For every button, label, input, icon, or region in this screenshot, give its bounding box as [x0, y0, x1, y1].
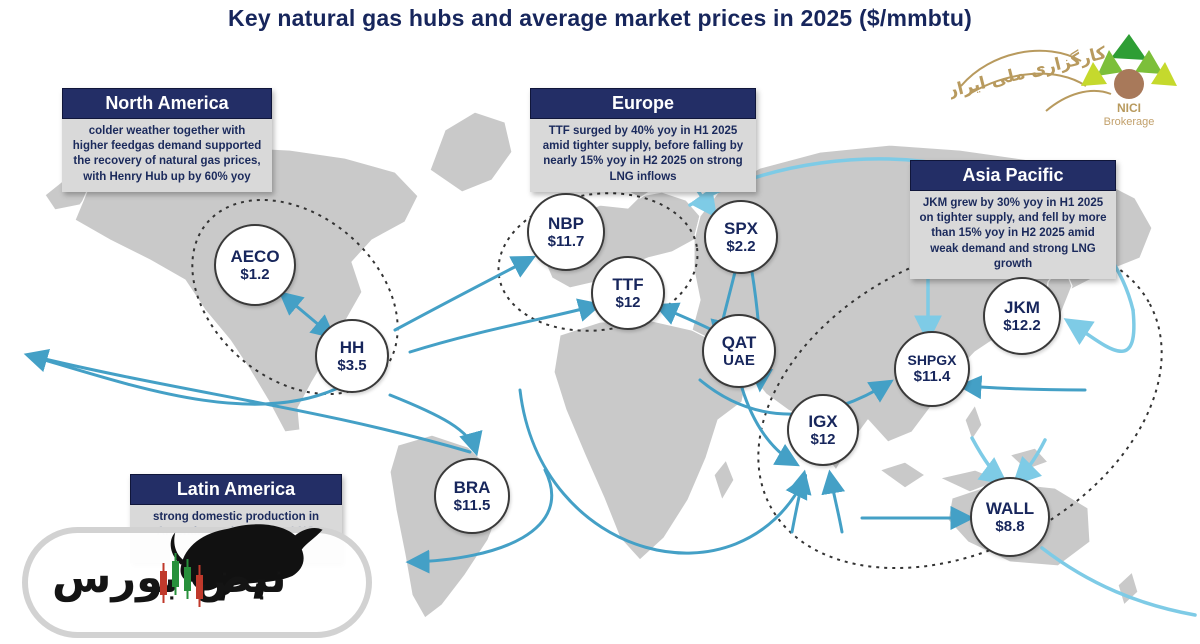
hub-name: HH [339, 337, 365, 357]
region-body: TTF surged by 40% yoy in H1 2025 amid ti… [530, 119, 756, 192]
nici-name: NICI [1117, 101, 1141, 115]
hub-name: AECO [230, 246, 280, 266]
continent-madagascar [713, 459, 735, 501]
hub-price: $2.2 [726, 238, 756, 256]
flow-bra-south-loop [405, 468, 554, 574]
region-body: colder weather together with higher feed… [62, 119, 272, 192]
hub-price: $12 [615, 294, 641, 312]
watermark-logo: نبض بورس [22, 524, 372, 638]
flow-into-shpgx-left [957, 375, 1087, 400]
hub-price: $3.5 [337, 357, 367, 375]
flow-atlantic-to-ttf [408, 298, 603, 354]
hub-name: TTF [612, 274, 644, 294]
region-title: North America [62, 88, 272, 119]
dashed-ellipse-asia [757, 240, 1163, 570]
nici-subtitle: Brokerage [1104, 116, 1155, 128]
hub-bubble-spx: SPX $2.2 [704, 200, 778, 274]
hub-bubble-bra: BRA $11.5 [434, 458, 510, 534]
hub-name: WALL [985, 498, 1035, 518]
hub-name: JKM [1004, 297, 1040, 317]
hub-price: UAE [723, 352, 755, 370]
hub-price: $12.2 [1003, 317, 1041, 335]
island-philippines [964, 404, 983, 441]
nici-calligraphy-swash [960, 49, 1112, 112]
hub-price: $8.8 [995, 518, 1025, 536]
flow-hh-west-pacific [23, 348, 340, 406]
nici-logo: کارگزاری ملی ایران NICI Brokerage [941, 16, 1186, 128]
region-title: Europe [530, 88, 756, 119]
hub-bubble-igx: IGX $12 [787, 394, 859, 466]
hub-bubble-aeco: AECO $1.2 [214, 224, 296, 306]
hub-price: $1.2 [240, 266, 270, 284]
region-box-europe: Europe TTF surged by 40% yoy in H1 2025 … [530, 88, 756, 192]
hub-name: NBP [548, 213, 584, 233]
flow-africa-sweep-to-igx [518, 388, 808, 555]
hub-bubble-shpgx: SHPGX $11.4 [894, 331, 970, 407]
nici-flower-icon [1081, 34, 1177, 99]
region-body: JKM grew by 30% yoy in H1 2025 on tighte… [910, 191, 1116, 279]
flow-igx-up-1 [788, 469, 812, 534]
hub-bubble-hh: HH $3.5 [315, 319, 389, 393]
continent-greenland [429, 111, 513, 193]
page-title: Key natural gas hubs and average market … [228, 5, 972, 31]
flow-qat-down [740, 386, 800, 467]
hub-bubble-qat: QAT UAE [702, 314, 776, 388]
flow-aeco-hh [278, 291, 336, 339]
flow-atlantic-to-nbp [393, 255, 536, 332]
flow-bottom-right-sweep [1040, 546, 1197, 617]
island-new-zealand [1117, 571, 1139, 606]
candlestick-icon [160, 553, 203, 607]
hub-bubble-nbp: NBP $11.7 [527, 193, 605, 271]
hub-bubble-ttf: TTF $12 [591, 256, 665, 330]
hub-bubble-wall: WALL $8.8 [970, 477, 1050, 557]
region-box-asia-pacific: Asia Pacific JKM grew by 30% yoy in H1 2… [910, 160, 1116, 279]
watermark-text: نبض بورس [52, 553, 287, 603]
hub-name: QAT [721, 332, 757, 352]
hub-price: $11.5 [453, 497, 491, 515]
hub-name: SHPGX [907, 352, 957, 369]
hub-bubble-jkm: JKM $12.2 [983, 277, 1061, 355]
hub-price: $12 [810, 431, 836, 449]
island-indonesia-1 [879, 461, 926, 489]
hub-name: SPX [723, 218, 759, 238]
region-body-line: strong domestic production in [152, 511, 320, 523]
hub-price: $11.4 [913, 368, 951, 386]
hub-name: IGX [808, 411, 838, 431]
flow-to-bra [388, 393, 483, 457]
hub-name: BRA [453, 477, 491, 497]
flow-igx-up-2 [821, 469, 846, 534]
region-title: Asia Pacific [910, 160, 1116, 191]
flow-into-jkm [1063, 308, 1136, 353]
hub-price: $11.7 [547, 233, 585, 251]
region-title: Latin America [130, 474, 342, 505]
flow-west-strand-2 [26, 353, 472, 454]
bull-icon [170, 524, 323, 601]
region-box-north-america: North America colder weather together wi… [62, 88, 272, 192]
